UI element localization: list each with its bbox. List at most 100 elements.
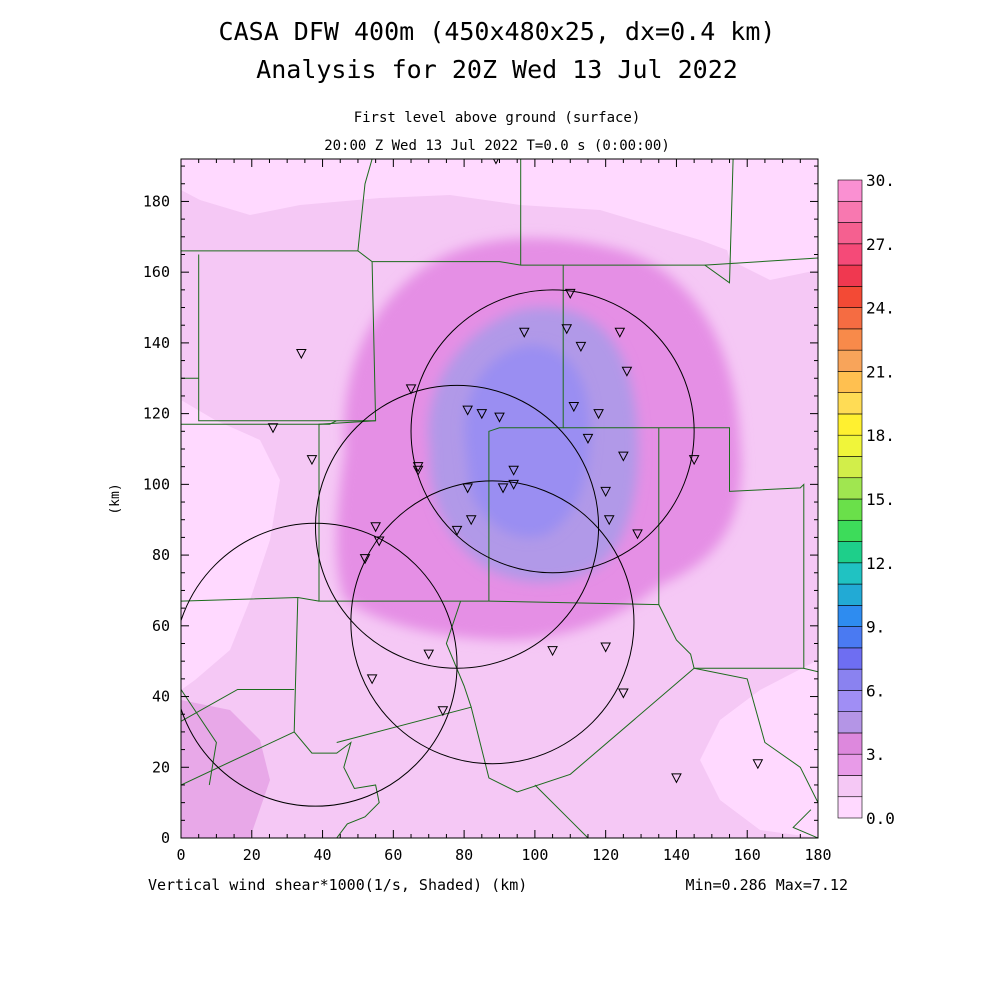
- radar-ring-3: [350, 480, 635, 765]
- y-tick-label: 160: [143, 263, 170, 281]
- colorbar-swatch: [837, 605, 863, 627]
- station-marker: [752, 759, 764, 770]
- colorbar-swatch: [837, 179, 863, 202]
- y-tick-label: 40: [152, 688, 170, 706]
- colorbar-swatch: [837, 732, 863, 755]
- colorbar-swatch: [837, 711, 863, 734]
- colorbar-label: 6.: [866, 681, 885, 700]
- colorbar-swatch: [837, 477, 863, 500]
- station-marker: [575, 341, 587, 353]
- x-tick-label: 0: [176, 846, 185, 864]
- title-line-2: Analysis for 20Z Wed 13 Jul 2022: [256, 55, 738, 84]
- station-marker: [621, 366, 633, 377]
- plot-area: [181, 159, 818, 838]
- county-boundary-4: [704, 257, 818, 266]
- y-tick-label: 80: [152, 546, 170, 564]
- station-marker: [462, 483, 473, 494]
- y-tick-label: 180: [143, 192, 170, 210]
- shear-field: [181, 159, 818, 838]
- x-tick-label: 140: [663, 846, 690, 864]
- shear-low-region-east: [700, 660, 818, 838]
- station-marker: [494, 412, 505, 423]
- station-marker: [306, 455, 318, 466]
- station-marker: [600, 486, 611, 497]
- subtitle-line-2: 20:00 Z Wed 13 Jul 2022 T=0.0 s (0:00:00…: [324, 138, 670, 154]
- station-marker: [547, 646, 558, 657]
- county-boundary-21: [792, 809, 818, 838]
- y-tick-label: 20: [152, 758, 170, 776]
- county-boundary-14: [181, 689, 295, 722]
- station-marker: [518, 327, 530, 338]
- colorbar-label: 9.: [866, 618, 885, 637]
- radar-ring-1: [410, 289, 695, 574]
- y-tick-label: 100: [143, 475, 170, 493]
- x-tick-label: 100: [521, 846, 548, 864]
- colorbar: 0.0 3. 6. 9. 12. 15. 18. 21. 24. 27. 30.: [837, 171, 895, 828]
- colorbar-swatch: [837, 307, 863, 330]
- x-tick-label: 120: [592, 846, 619, 864]
- colorbar-swatch: [837, 349, 863, 372]
- colorbar-swatch: [837, 264, 863, 287]
- county-boundaries: [181, 159, 818, 838]
- colorbar-swatch: [837, 796, 863, 819]
- colorbar-label: 27.: [866, 235, 895, 254]
- county-boundary-16: [181, 689, 217, 786]
- x-tick-label: 20: [243, 846, 261, 864]
- station-marker: [497, 483, 509, 494]
- station-marker: [618, 688, 629, 699]
- colorbar-swatch: [837, 222, 863, 245]
- station-marker: [603, 515, 615, 526]
- station-marker: [366, 674, 378, 685]
- shear-low-region-north: [181, 159, 818, 255]
- station-marker: [423, 649, 435, 660]
- county-boundary-13: [297, 597, 320, 602]
- station-marker: [370, 522, 381, 533]
- station-marker: [618, 451, 629, 462]
- station-marker: [593, 409, 604, 420]
- county-boundary-11: [658, 604, 804, 669]
- colorbar-swatch: [837, 626, 863, 649]
- footer-min-max: Min=0.286 Max=7.12: [685, 876, 848, 894]
- colorbar-swatch: [837, 286, 863, 308]
- colorbar-swatch: [837, 371, 863, 393]
- station-marker: [462, 405, 473, 416]
- station-marker: [671, 773, 682, 784]
- county-boundary-9: [563, 427, 818, 673]
- station-marker: [412, 462, 424, 473]
- station-marker: [561, 324, 573, 335]
- station-marker: [508, 465, 519, 476]
- colorbar-label: 24.: [866, 299, 895, 318]
- footer-field-label: Vertical wind shear*1000(1/s, Shaded) (k…: [148, 876, 527, 894]
- station-marker: [267, 423, 279, 434]
- colorbar-swatch: [837, 434, 863, 457]
- colorbar-swatch: [837, 200, 863, 223]
- station-marker: [582, 433, 594, 444]
- colorbar-swatch: [837, 541, 863, 564]
- colorbar-label: 30.: [866, 171, 895, 190]
- county-boundary-1: [181, 159, 373, 252]
- station-marker: [359, 554, 371, 565]
- y-tick-label: 120: [143, 405, 170, 423]
- station-markers: [267, 159, 764, 784]
- county-boundary-20: [694, 667, 818, 803]
- colorbar-swatch: [837, 668, 863, 691]
- radar-ring-4: [181, 522, 458, 807]
- station-marker: [688, 455, 700, 466]
- station-marker: [508, 479, 519, 490]
- colorbar-swatch: [837, 562, 863, 585]
- x-tick-label: 180: [804, 846, 831, 864]
- colorbar-swatch: [837, 498, 863, 521]
- colorbar-swatch: [837, 583, 863, 606]
- station-marker: [412, 465, 424, 476]
- county-boundary-15: [181, 731, 295, 786]
- colorbar-swatch: [837, 753, 863, 776]
- colorbar-swatch: [837, 775, 863, 798]
- title-line-1: CASA DFW 400m (450x480x25, dx=0.4 km): [219, 17, 776, 46]
- y-tick-label: 140: [143, 334, 170, 352]
- colorbar-swatch: [837, 647, 863, 670]
- y-axis-label: (km): [108, 483, 123, 514]
- county-boundary-8: [488, 265, 564, 602]
- colorbar-swatch: [837, 328, 863, 351]
- shear-low-region-northeast: [700, 159, 818, 280]
